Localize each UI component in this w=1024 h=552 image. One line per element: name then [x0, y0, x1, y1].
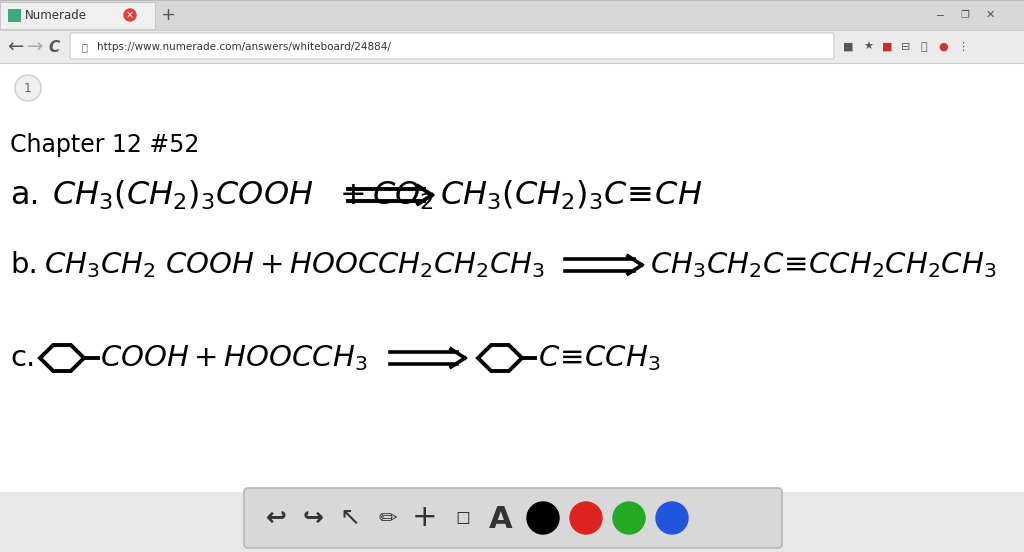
- Text: ✕: ✕: [985, 10, 994, 20]
- Text: A: A: [489, 505, 513, 533]
- Text: ■: ■: [843, 42, 853, 52]
- FancyBboxPatch shape: [0, 63, 1024, 492]
- FancyBboxPatch shape: [244, 488, 782, 548]
- Text: $CH_3(CH_2)_3C\!\equiv\!CH$: $CH_3(CH_2)_3C\!\equiv\!CH$: [440, 178, 702, 212]
- Text: $COOH + HOOCCH_3$: $COOH + HOOCCH_3$: [100, 343, 368, 373]
- Text: C: C: [48, 40, 59, 55]
- Text: ↪: ↪: [302, 506, 324, 530]
- Text: +: +: [161, 6, 175, 24]
- Text: $CH_3CH_2C\!\equiv\!CCH_2CH_2CH_3$: $CH_3CH_2C\!\equiv\!CCH_2CH_2CH_3$: [650, 250, 996, 280]
- Text: ●: ●: [938, 42, 948, 52]
- Text: ─: ─: [937, 10, 943, 20]
- Text: ×: ×: [126, 10, 134, 20]
- Text: ◻: ◻: [456, 509, 470, 527]
- Text: $C\!\equiv\!CCH_3$: $C\!\equiv\!CCH_3$: [538, 343, 660, 373]
- Text: a.: a.: [10, 179, 40, 210]
- Circle shape: [656, 502, 688, 534]
- Text: ←: ←: [7, 38, 24, 56]
- Text: 1: 1: [24, 82, 32, 95]
- Text: $CH_3(CH_2)_3COOH\ \ +CO_2$: $CH_3(CH_2)_3COOH\ \ +CO_2$: [52, 178, 434, 212]
- Text: ⬜: ⬜: [921, 42, 928, 52]
- Text: ❐: ❐: [961, 10, 970, 20]
- Text: 🔒: 🔒: [82, 42, 88, 52]
- Circle shape: [527, 502, 559, 534]
- Text: ★: ★: [863, 42, 873, 52]
- Text: →: →: [27, 38, 43, 56]
- Text: ✏: ✏: [379, 509, 397, 529]
- Text: https://www.numerade.com/answers/whiteboard/24884/: https://www.numerade.com/answers/whitebo…: [97, 42, 391, 52]
- Text: Chapter 12 #52: Chapter 12 #52: [10, 133, 200, 157]
- Text: $CH_3CH_2\ COOH + HOOCCH_2CH_2CH_3$: $CH_3CH_2\ COOH + HOOCCH_2CH_2CH_3$: [44, 250, 545, 280]
- FancyBboxPatch shape: [70, 33, 834, 59]
- FancyBboxPatch shape: [8, 9, 22, 22]
- FancyBboxPatch shape: [0, 2, 155, 29]
- Text: +: +: [413, 503, 438, 533]
- Text: ⋮: ⋮: [957, 42, 969, 52]
- Circle shape: [613, 502, 645, 534]
- Text: c.: c.: [10, 344, 35, 372]
- Text: ↖: ↖: [340, 506, 360, 530]
- Text: ↩: ↩: [265, 506, 287, 530]
- Circle shape: [124, 9, 136, 21]
- Text: b.: b.: [10, 251, 38, 279]
- Text: ■: ■: [882, 42, 892, 52]
- Text: ⊟: ⊟: [901, 42, 910, 52]
- FancyBboxPatch shape: [0, 30, 1024, 63]
- FancyBboxPatch shape: [0, 0, 1024, 30]
- Circle shape: [570, 502, 602, 534]
- Circle shape: [15, 75, 41, 101]
- Text: Numerade: Numerade: [25, 9, 87, 22]
